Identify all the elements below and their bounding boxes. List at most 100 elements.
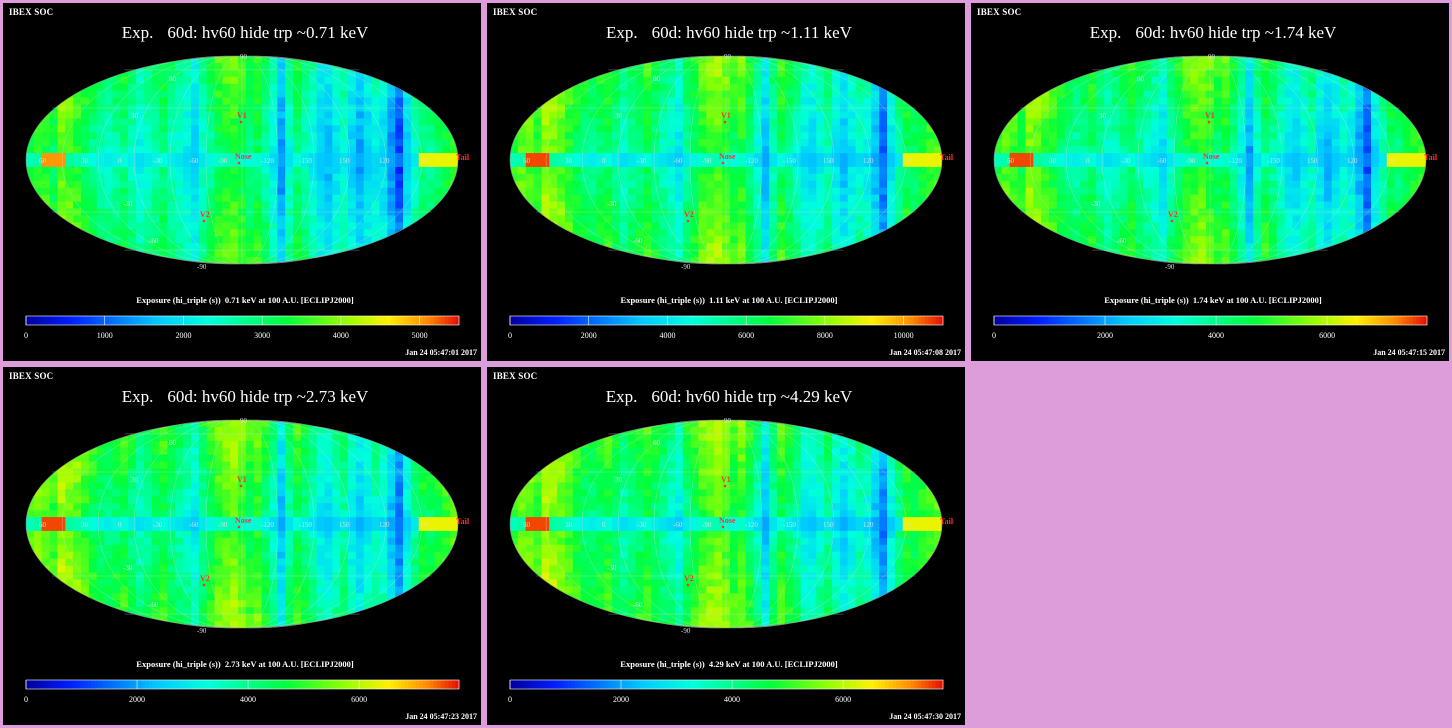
colorbar-segment (773, 316, 778, 325)
heatmap-cell (1111, 194, 1121, 203)
heatmap-cell (214, 215, 223, 223)
heatmap-cell (994, 208, 1003, 217)
heatmap-cell (434, 97, 443, 106)
heatmap-cell (363, 90, 373, 99)
heatmap-cell (65, 243, 74, 251)
heatmap-cell (1292, 83, 1301, 92)
heatmap-cell (635, 257, 645, 264)
heatmap-cell (824, 90, 833, 99)
heatmap-cell (57, 236, 66, 244)
heatmap-cell (784, 76, 794, 85)
heatmap-cell (426, 111, 436, 119)
heatmap-cell (580, 111, 590, 119)
heatmap-cell (588, 222, 597, 230)
heatmap-cell (426, 104, 436, 113)
heatmap-cell (729, 250, 739, 258)
heatmap-cell (300, 146, 310, 154)
heatmap-cell (879, 76, 888, 85)
heatmap-cell (104, 250, 113, 258)
heatmap-cell (410, 208, 420, 217)
heatmap-cell (238, 118, 247, 126)
heatmap-cell (253, 90, 263, 99)
heatmap-cell (238, 132, 247, 140)
heatmap-cell (1323, 76, 1333, 85)
heatmap-cell (1127, 139, 1136, 147)
heatmap-cell (549, 83, 558, 92)
heatmap-cell (1308, 90, 1317, 99)
heatmap-cell (1182, 229, 1191, 237)
heatmap-cell (57, 173, 66, 182)
colorbar-segment (274, 316, 280, 325)
heatmap-cell (230, 236, 239, 244)
heatmap-cell (1001, 180, 1011, 189)
colorbar-segment (863, 316, 868, 325)
heatmap-cell (450, 229, 458, 237)
marker-tail: Tail (456, 153, 470, 162)
heatmap-cell (316, 257, 326, 264)
heatmap-cell (308, 111, 318, 119)
heatmap-cell (612, 236, 621, 244)
heatmap-cell (230, 180, 239, 189)
heatmap-cell (1033, 139, 1042, 147)
heatmap-cell (230, 111, 239, 119)
heatmap-cell (418, 62, 428, 71)
heatmap-cell (1308, 139, 1317, 147)
heatmap-cell (784, 146, 794, 154)
heatmap-cell (839, 153, 849, 161)
heatmap-cell (1025, 125, 1034, 133)
heatmap-cell (1135, 187, 1144, 196)
heatmap-cell (206, 187, 216, 196)
heatmap-cell (387, 132, 396, 140)
heatmap-cell (1253, 187, 1262, 196)
heatmap-cell (643, 236, 652, 244)
heatmap-cell (450, 160, 458, 168)
heatmap-cell (1135, 69, 1144, 78)
heatmap-cell (564, 180, 574, 189)
heatmap-cell (729, 132, 739, 140)
heatmap-cell (1119, 222, 1129, 230)
heatmap-cell (525, 201, 535, 210)
heatmap-cell (190, 187, 200, 196)
heatmap-cell (371, 69, 381, 78)
colorbar-segment (386, 316, 391, 325)
heatmap-cell (635, 83, 645, 92)
heatmap-cell (722, 76, 731, 85)
heatmap-cell (230, 208, 239, 217)
colorbar-caption: Exposure (hi_triple (s)) 1.11 keV at 100… (487, 295, 965, 305)
heatmap-cell (340, 194, 349, 203)
heatmap-cell (690, 97, 700, 106)
heatmap-cell (1143, 222, 1152, 230)
heatmap-cell (627, 236, 637, 244)
heatmap-cell (340, 90, 349, 99)
heatmap-cell (1135, 208, 1144, 217)
heatmap-cell (1182, 180, 1191, 189)
colorbar-segment (383, 316, 388, 325)
heatmap-cell (245, 243, 255, 251)
heatmap-cell (348, 166, 357, 175)
colorbar-segment (874, 316, 879, 325)
heatmap-cell (1033, 222, 1042, 230)
heatmap-cell (1276, 208, 1286, 217)
heatmap-cell (659, 201, 668, 210)
heatmap-cell (1245, 250, 1254, 258)
heatmap-cell (619, 160, 629, 168)
heatmap-cell (190, 69, 200, 78)
heatmap-cell (332, 90, 341, 99)
heatmap-cell (112, 187, 121, 196)
heatmap-cell (1253, 90, 1262, 99)
heatmap-cell (510, 160, 519, 168)
heatmap-cell (1268, 132, 1278, 140)
heatmap-cell (1308, 250, 1317, 258)
heatmap-cell (588, 76, 597, 85)
heatmap-cell (363, 250, 373, 258)
heatmap-cell (1190, 111, 1199, 119)
heatmap-cell (371, 250, 381, 258)
heatmap-cell (183, 208, 192, 217)
heatmap-cell (769, 180, 778, 189)
heatmap-cell (887, 222, 896, 230)
heatmap-cell (277, 257, 286, 264)
heatmap-cell (151, 257, 161, 264)
heatmap-cell (308, 125, 318, 133)
heatmap-cell (1041, 180, 1050, 189)
heatmap-cell (588, 111, 597, 119)
